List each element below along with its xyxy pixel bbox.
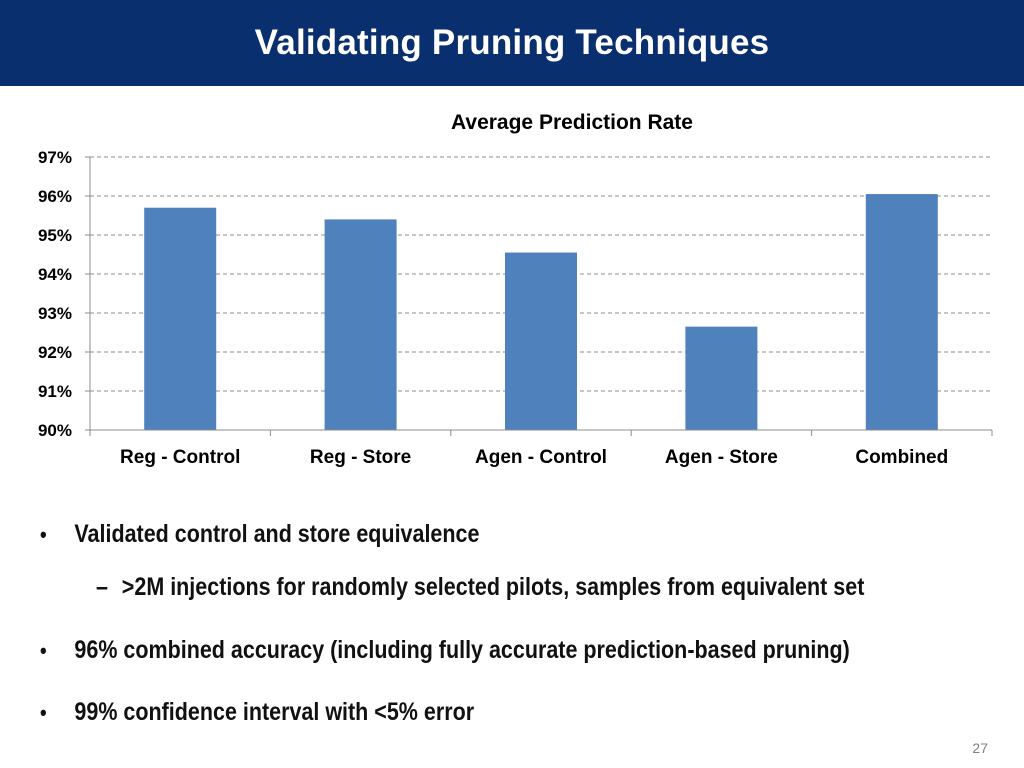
y-tick-label: 95% (38, 226, 72, 245)
bullet-text: 99% confidence interval with <5% error (74, 698, 475, 726)
bar (505, 252, 577, 430)
y-tick-label: 93% (38, 304, 72, 323)
y-tick-label: 91% (38, 382, 72, 401)
bar (324, 219, 397, 430)
sub-bullet-item: – >2M injections for randomly selected pi… (96, 573, 864, 602)
bar-chart: Average Prediction Rate 90% 91% 92% 93% 94% 95… (38, 111, 993, 468)
y-tick-label: 96% (38, 187, 72, 206)
bullet-text: Validated control and store equivalence (74, 520, 480, 548)
bar (685, 326, 758, 430)
x-tick-label: Reg - Control (120, 447, 240, 468)
y-tick-label: 94% (38, 265, 72, 284)
bullet-item: • 96% combined accuracy (including fully … (40, 636, 850, 665)
bullet-dot-icon: • (40, 700, 47, 725)
bar (865, 194, 938, 430)
bullet-item: • Validated control and store equivalence (40, 520, 479, 549)
x-tick-label: Reg - Store (310, 447, 411, 468)
x-tick-label: Agen - Control (475, 447, 607, 468)
slide-title: Validating Pruning Techniques (254, 23, 770, 62)
bullet-text: 96% combined accuracy (including fully a… (74, 636, 850, 664)
y-tick-label: 97% (38, 148, 72, 167)
y-tick-label: 90% (38, 421, 72, 440)
title-bar (0, 0, 1024, 86)
x-tick-label: Combined (855, 447, 948, 468)
y-tick-label: 92% (38, 343, 72, 362)
chart-title: Average Prediction Rate (451, 111, 693, 134)
page-number: 27 (972, 740, 988, 756)
bullet-dot-icon: • (40, 522, 47, 547)
bullet-item: • 99% confidence interval with <5% error (40, 698, 474, 727)
x-tick-label: Agen - Store (665, 447, 778, 468)
dash-icon: – (96, 573, 108, 601)
bullet-dot-icon: • (40, 638, 47, 663)
sub-bullet-text: >2M injections for randomly selected pil… (121, 573, 865, 601)
bar (144, 207, 217, 430)
chart: Average Prediction Rate 90% 91% 92% 93% 94% 95… (0, 95, 1024, 485)
